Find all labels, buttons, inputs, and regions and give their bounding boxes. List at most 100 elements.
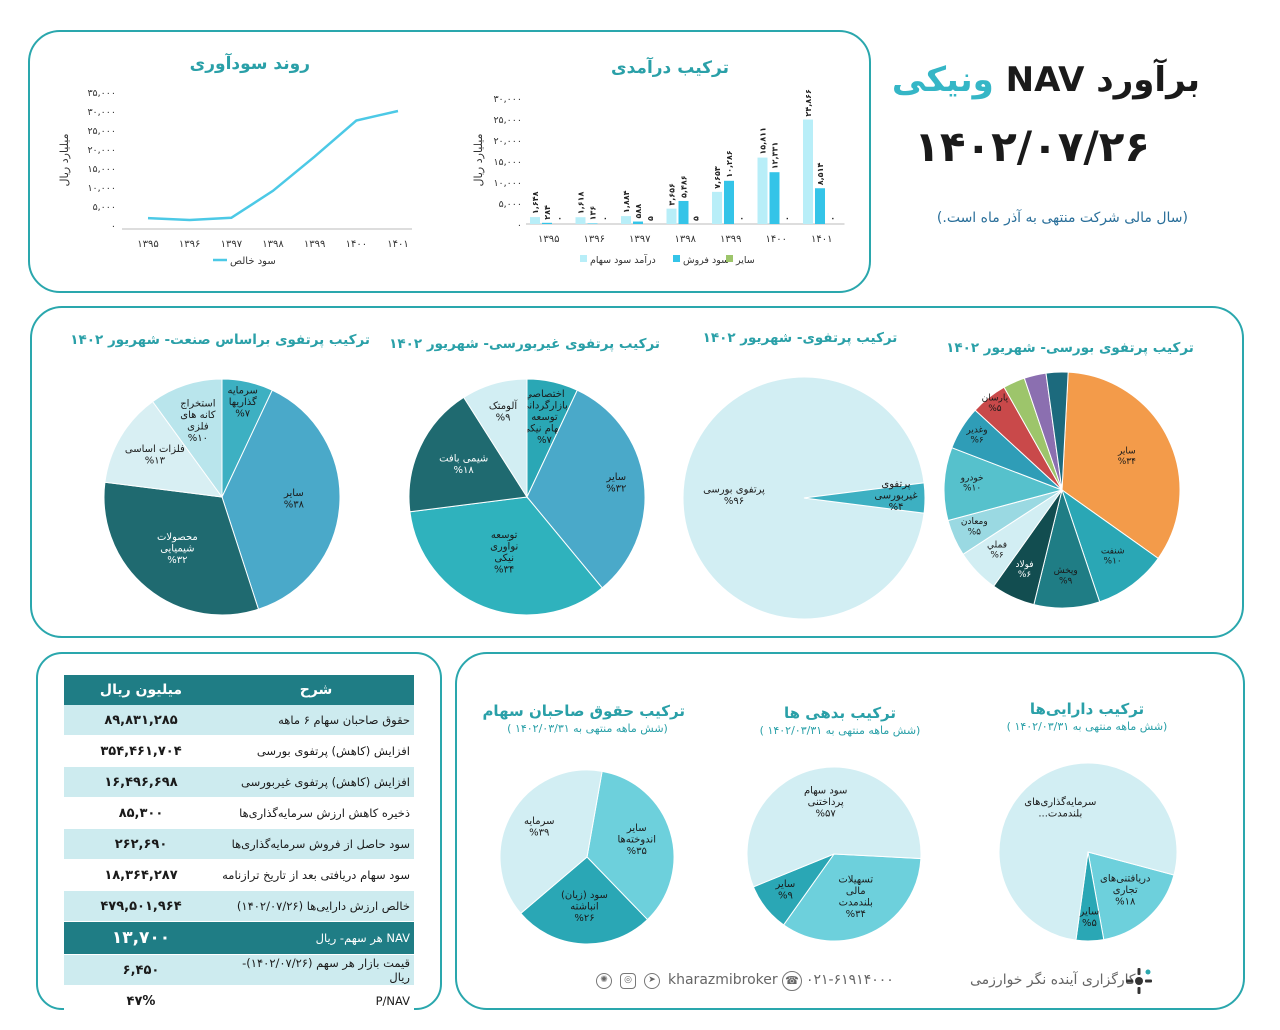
pie-slice [526, 389, 646, 589]
pie-slice-label: سایر اندوخته‌ها %۳۵ [617, 823, 656, 857]
pie-slice-label-line: ومعادن [961, 517, 988, 527]
pie-slice-label-line: سایر [626, 823, 647, 834]
pie-slice [499, 769, 603, 915]
legend-label: سود خالص [230, 256, 276, 267]
table-cell-desc: NAV هر سهم- ریال [218, 921, 414, 955]
bar-data-label: ۷,۶۵۳ [713, 166, 722, 189]
pie-slice-label: محصولات شیمیایی %۳۲ [157, 532, 198, 566]
nav-table-header-desc: شرح [218, 675, 414, 705]
table-cell-value: ۱۶,۴۹۶,۶۹۸ [64, 766, 218, 798]
x-tick-label: ۱۳۹۸ [262, 239, 284, 250]
legend-label: درآمد سود سهام [590, 253, 656, 266]
pie-slice-label-line: بلندمدت [839, 898, 873, 909]
y-tick-label: ۲۵,۰۰۰ [493, 115, 522, 126]
table-cell-value: ۴۷% [64, 985, 218, 1017]
pie-slice-percent: %۳۴ [1118, 457, 1136, 467]
bar-data-label: ۱۲,۳۳۱ [771, 142, 780, 169]
y-tick-label: ۱۵,۰۰۰ [493, 157, 522, 168]
table-cell-value: ۸۵,۳۰۰ [64, 797, 218, 829]
pie-slice-percent: %۳۸ [284, 500, 305, 511]
pie-slice-label: دریافتنی‌های تجاری %۱۸ [1100, 873, 1150, 907]
table-row: ۸۵,۳۰۰ ذخیره کاهش ارزش سرمایه‌گذاری‌ها [64, 797, 414, 829]
bar-data-label: ۱,۸۸۴ [622, 190, 631, 213]
bar-data-label: ۰ [601, 216, 610, 221]
bar [542, 222, 552, 224]
broker-name: کارگزاری آینده نگر خوارزمی [970, 972, 1136, 988]
pie-slice-label: تسهیلات مالی بلندمدت %۳۴ [838, 875, 873, 921]
pie-slice [1045, 371, 1069, 491]
bar [587, 223, 598, 224]
pie-slice-label: خودرو %۱۰ [960, 473, 984, 493]
telegram-icon[interactable]: ➤ [644, 973, 660, 989]
pie-slice-label-line: بلندمدت... [1038, 808, 1082, 819]
table-cell-value: ۶,۴۵۰ [64, 954, 218, 986]
pie-slice-label-line: اندوخته‌ها [617, 834, 656, 845]
pie-slice [746, 766, 922, 888]
assets-mix-title: ترکیب دارایی‌ها [1029, 700, 1145, 718]
equity-mix-subtitle: (شش ماهه منتهی به ۱۴۰۲/۰۳/۳۱ ) [507, 722, 668, 735]
pie-slice-label-line: سود سهام [804, 786, 847, 797]
pie-slice [782, 853, 922, 942]
x-tick-label: ۱۳۹۷ [629, 234, 651, 245]
liabilities-mix-pie: تسهیلات مالی بلندمدت %۳۴ سایر %۹ سود سهام پرداخ… [746, 766, 922, 942]
pie-slice-label-line: سود (زیان) [561, 890, 608, 901]
pie-slice [1061, 371, 1181, 560]
equity-mix-title: ترکیب حقوق صاحبان سهام [482, 702, 685, 720]
pie-slice-percent: %۳۲ [167, 555, 187, 566]
bar [712, 191, 722, 224]
bar-data-label: ۱۳۶ [589, 206, 598, 221]
pie-slice [221, 389, 341, 610]
instagram-icon[interactable]: ◎ [620, 973, 636, 989]
pie-slice-percent: %۵ [988, 404, 1002, 414]
liabilities-mix-title: ترکیب بدهی ها [783, 704, 897, 722]
pie-slice-label: سود سهام پرداختنی %۵۷ [804, 786, 847, 820]
pie-slice-percent: %۹ [1059, 576, 1073, 586]
pie-slice-label: فملي %۶ [987, 540, 1007, 560]
pie-slice-percent: %۱۸ [454, 465, 475, 476]
bar [633, 221, 643, 224]
pie-slice [803, 482, 926, 514]
pie-slice-label-line: وپخش [1054, 566, 1078, 576]
pie-slice-label-line: نیکی [494, 553, 514, 564]
pie-slice [104, 400, 224, 498]
legend-label: سود فروش [683, 255, 729, 266]
legend-swatch [726, 255, 733, 262]
pie-slice-percent: %۲۶ [574, 913, 594, 924]
pie-slice-percent: %۹ [496, 412, 511, 423]
table-cell-desc: حقوق صاحبان سهام ۶ ماهه [218, 705, 414, 736]
bar [621, 216, 631, 224]
x-tick-label: ۱۴۰۱ [387, 239, 408, 250]
pie-slice-label: ومعادن %۵ [961, 517, 988, 537]
bar [724, 180, 734, 224]
pie-slice-label-line: سایر [775, 879, 796, 890]
table-cell-desc: افزایش (کاهش) پرتفوی بورسی [218, 735, 414, 767]
table-row: ۱۳,۷۰۰ NAV هر سهم- ریال [64, 921, 414, 955]
bar-data-label: ۱,۶۴۸ [531, 191, 540, 214]
income-mix-title: ترکیب درآمدی [611, 58, 729, 78]
y-axis-label: میلیارد ریال [58, 133, 71, 186]
aparat-icon[interactable]: ✺ [596, 973, 612, 989]
nav-table: میلیون ریال شرح ۸۹,۸۳۱,۲۸۵ حقوق صاحبان سه… [64, 675, 414, 1017]
phone-icon: ☎ [782, 971, 802, 991]
social-handle[interactable]: kharazmibroker [668, 972, 778, 988]
pie-slice-percent: %۱۳ [145, 455, 166, 466]
pie-slice-label: سود (زیان) انباشته %۲۶ [561, 890, 608, 924]
pie-slice-label-line: شیمیایی [160, 543, 194, 554]
bar-data-label: ۱۵,۸۱۱ [759, 127, 768, 154]
bar [530, 217, 540, 224]
pie-slice-label: سرمایه گذاریها %۷ [227, 385, 257, 419]
pie-slice [463, 378, 528, 499]
y-tick-label: ۵,۰۰۰ [93, 202, 116, 213]
legend-swatch [673, 255, 680, 262]
pie-slice-label-line: غیربورسی [874, 491, 917, 502]
pie-slice-label-line: پرتفوی بورسی [703, 485, 765, 496]
pie-slice-label: فلزات اساسی %۱۳ [125, 444, 185, 467]
y-tick-label: ۲۰,۰۰۰ [493, 136, 522, 147]
pie-slice-label-line: نوآوری [490, 540, 518, 553]
pie-slice-percent: %۳۴ [494, 565, 514, 576]
x-tick-label: ۱۳۹۵ [538, 234, 559, 245]
table-cell-desc: خالص ارزش دارایی‌ها (۱۴۰۲/۰۷/۲۶) [218, 890, 414, 922]
pie-slice-percent: %۵ [1082, 918, 1097, 929]
